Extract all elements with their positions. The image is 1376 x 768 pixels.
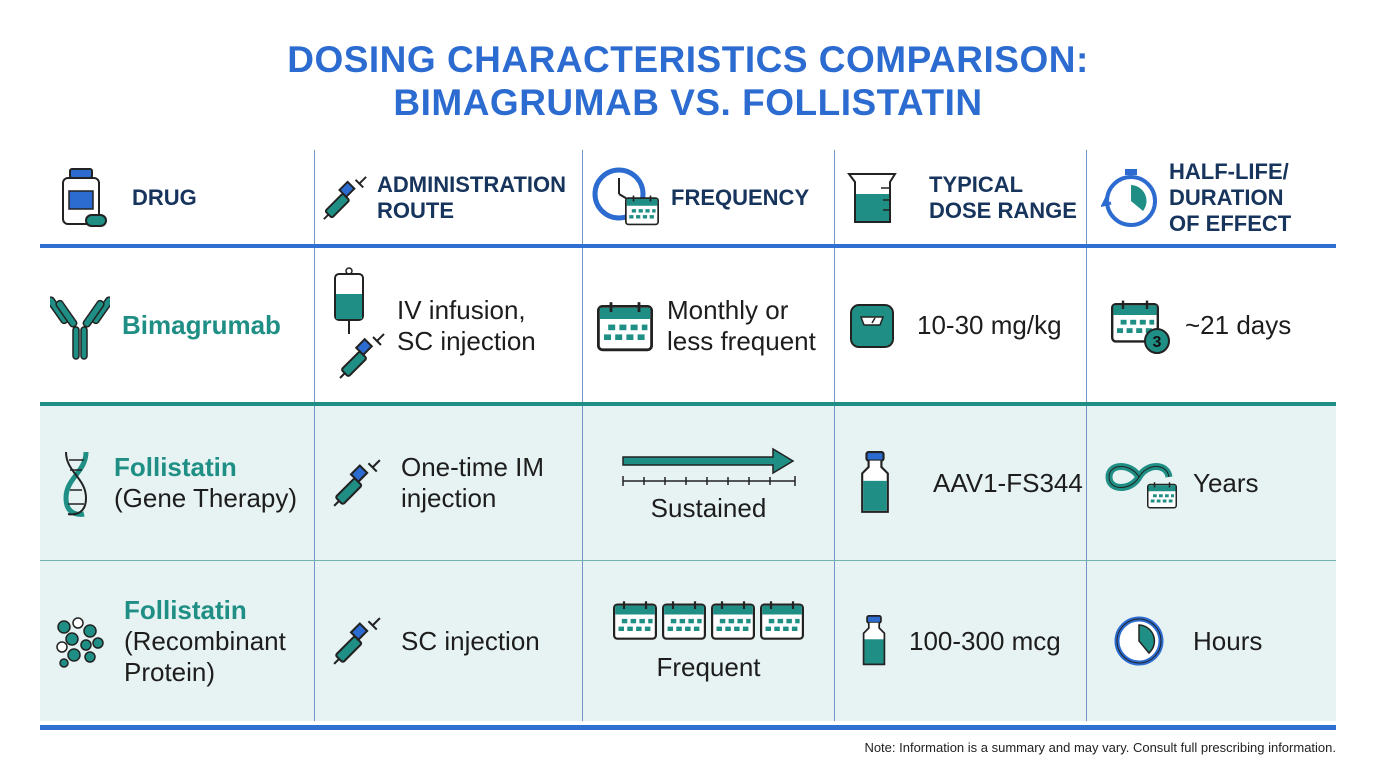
dose-text: 10-30 mg/kg bbox=[917, 310, 1062, 340]
calendar-row-icon bbox=[613, 600, 804, 640]
stopwatch-icon bbox=[1101, 168, 1157, 227]
dose-cell: 10-30 mg/kg bbox=[835, 248, 1087, 403]
dose-cell: 100-300 mcg bbox=[835, 561, 1087, 721]
frequency-cell: Sustained bbox=[583, 406, 835, 560]
frequency-text: Frequent bbox=[656, 651, 761, 682]
drug-name: Follistatin bbox=[124, 594, 247, 625]
header-dose: TYPICAL DOSE RANGE bbox=[835, 150, 1087, 245]
duration-text: Hours bbox=[1193, 625, 1263, 656]
route-cell: IV infusion, SC injection bbox=[315, 248, 583, 403]
header-drug: DRUG bbox=[40, 150, 315, 245]
syringe-icon bbox=[331, 614, 383, 668]
dose-text: AAV1-FS344 bbox=[933, 467, 1083, 498]
syringe-icon bbox=[321, 172, 369, 224]
page-title-line1: DOSING CHARACTERISTICS COMPARISON: bbox=[287, 39, 1089, 80]
header-frequency: FREQUENCY bbox=[583, 150, 835, 245]
frequency-cell: Monthly or less frequent bbox=[583, 248, 835, 403]
drug-name: Bimagrumab bbox=[122, 310, 281, 340]
drug-subtitle: (Gene Therapy) bbox=[114, 483, 298, 513]
route-cell: SC injection bbox=[315, 561, 583, 721]
footnote: Note: Information is a summary and may v… bbox=[864, 740, 1336, 755]
header-divider bbox=[40, 244, 1336, 248]
calendar-icon bbox=[662, 600, 706, 640]
calendar-icon bbox=[711, 600, 755, 640]
row-divider bbox=[40, 402, 1336, 406]
duration-cell: Hours bbox=[1087, 561, 1336, 721]
table-row: Follistatin (Gene Therapy) One-time IM in… bbox=[40, 406, 1336, 560]
frequency-text: Monthly or less frequent bbox=[667, 294, 816, 356]
vial-icon bbox=[859, 451, 891, 515]
drug-subtitle: (Recombinant Protein) bbox=[124, 625, 286, 687]
dose-text: 100-300 mcg bbox=[909, 625, 1061, 656]
header-label: TYPICAL DOSE RANGE bbox=[929, 171, 1077, 223]
route-text: One-time IM injection bbox=[401, 452, 545, 513]
calendar-icon bbox=[760, 600, 804, 640]
drug-cell: Follistatin (Gene Therapy) bbox=[40, 406, 315, 560]
duration-text: ~21 days bbox=[1185, 310, 1292, 340]
timeline-arrow-icon bbox=[621, 447, 796, 486]
table-header-row: DRUG ADMINISTRATION ROUTE FREQUENCY TYPI… bbox=[40, 150, 1336, 245]
protein-molecule-icon bbox=[56, 617, 104, 668]
row-divider bbox=[40, 560, 1336, 561]
antibody-icon bbox=[50, 295, 110, 360]
table-row: Follistatin (Recombinant Protein) SC inje… bbox=[40, 561, 1336, 721]
dna-icon bbox=[63, 451, 89, 517]
calendar-icon bbox=[597, 300, 653, 352]
scale-icon bbox=[850, 303, 894, 348]
clock-calendar-icon bbox=[592, 167, 661, 230]
duration-cell: 3 ~21 days bbox=[1087, 248, 1336, 403]
measuring-cup-icon bbox=[847, 172, 897, 223]
header-route: ADMINISTRATION ROUTE bbox=[315, 150, 583, 245]
duration-text: Years bbox=[1193, 467, 1259, 498]
clock-icon bbox=[1114, 616, 1164, 666]
header-label: FREQUENCY bbox=[671, 184, 810, 210]
infinity-calendar-icon bbox=[1105, 463, 1183, 511]
header-duration: HALF-LIFE/ DURATION OF EFFECT bbox=[1087, 150, 1336, 245]
syringe-icon bbox=[331, 456, 383, 510]
frequency-cell: Frequent bbox=[583, 561, 835, 721]
route-text: IV infusion, SC injection bbox=[397, 294, 536, 356]
table-bottom-rule bbox=[40, 725, 1336, 730]
duration-cell: Years bbox=[1087, 406, 1336, 560]
header-label: DRUG bbox=[132, 184, 197, 210]
calendar-icon bbox=[613, 600, 657, 640]
badge-number: 3 bbox=[1153, 334, 1162, 351]
page-title-line2: BIMAGRUMAB VS. FOLLISTATIN bbox=[393, 82, 983, 123]
dose-cell: AAV1-FS344 bbox=[835, 406, 1087, 560]
drug-cell: Follistatin (Recombinant Protein) bbox=[40, 561, 315, 721]
iv-bag-syringe-icon bbox=[334, 266, 389, 386]
route-text: SC injection bbox=[401, 625, 540, 656]
table-row: Bimagrumab IV infusion, SC injection Mon… bbox=[40, 248, 1336, 403]
calendar-badge-icon: 3 bbox=[1111, 295, 1170, 354]
drug-name: Follistatin bbox=[114, 452, 237, 482]
header-label: ADMINISTRATION ROUTE bbox=[377, 171, 567, 223]
frequency-text: Sustained bbox=[650, 492, 767, 523]
header-label: HALF-LIFE/ DURATION OF EFFECT bbox=[1169, 158, 1292, 236]
route-cell: One-time IM injection bbox=[315, 406, 583, 560]
vial-icon bbox=[861, 615, 887, 667]
drug-cell: Bimagrumab bbox=[40, 248, 315, 403]
medicine-bottle-icon bbox=[62, 167, 107, 227]
